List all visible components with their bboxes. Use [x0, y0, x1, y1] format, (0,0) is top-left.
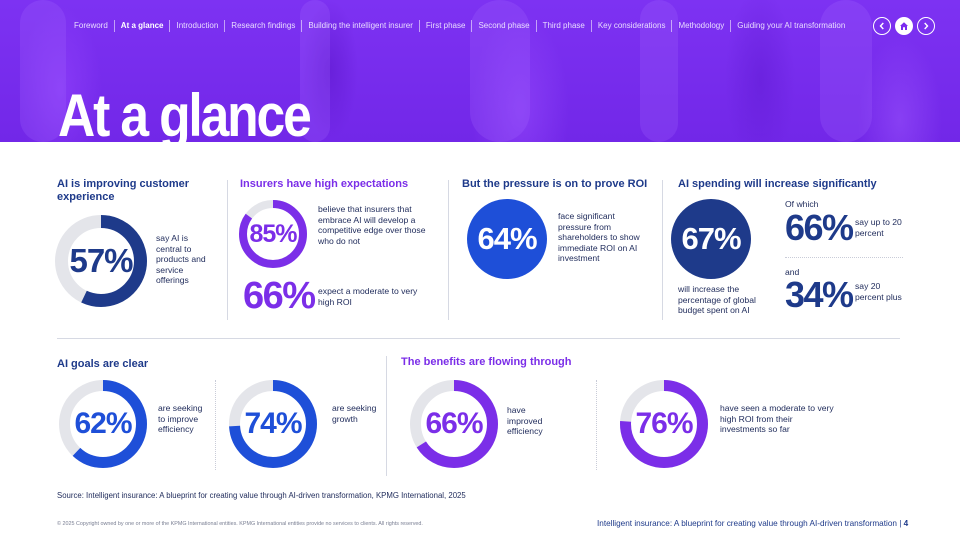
- column-divider: [448, 180, 449, 320]
- nav-foreword[interactable]: Foreword: [74, 21, 108, 30]
- home-button[interactable]: [895, 17, 913, 35]
- customer-experience-heading: AI is improving customer experience: [57, 178, 190, 203]
- nav-research-findings[interactable]: Research findings: [224, 20, 301, 32]
- hero-texture: [20, 0, 66, 142]
- nav-guiding-ai-transformation[interactable]: Guiding your AI transformation: [730, 20, 851, 32]
- nav-building-intelligent-insurer[interactable]: Building the intelligent insurer: [301, 20, 419, 32]
- benefits-text-76: have seen a moderate to very high ROI fr…: [720, 403, 834, 435]
- goals-growth-donut: 74%: [229, 380, 317, 468]
- nav-key-considerations[interactable]: Key considerations: [590, 20, 672, 32]
- spending-text-34: say 20 percent plus: [855, 281, 902, 302]
- footer: Intelligent insurance: A blueprint for c…: [597, 519, 908, 528]
- goals-text-62: are seeking to improve efficiency: [158, 403, 203, 435]
- benefits-percent-66: 66%: [425, 407, 483, 440]
- donut-arc: [55, 215, 147, 307]
- donut-arc: [229, 380, 317, 468]
- nav-at-a-glance[interactable]: At a glance: [113, 20, 170, 32]
- row-divider: [785, 257, 903, 258]
- donut-arc: [410, 380, 498, 468]
- column-divider: [662, 180, 663, 320]
- stat-disc: [671, 199, 751, 279]
- benefits-percent-76: 76%: [635, 407, 693, 440]
- roi-pressure-text: face significant pressure from sharehold…: [558, 211, 640, 264]
- spending-percent-66: 66%: [785, 207, 854, 248]
- roi-pressure-heading: But the pressure is on to prove ROI: [462, 178, 648, 190]
- top-navigation: Foreword At a glance Introduction Resear…: [68, 20, 851, 32]
- spending-percent-34: 34%: [785, 274, 854, 315]
- page-title: At a glance: [58, 82, 312, 142]
- column-divider: [215, 380, 216, 470]
- hero-texture: [470, 0, 530, 142]
- donut-arc: [620, 380, 708, 468]
- hero-banner: Foreword At a glance Introduction Resear…: [0, 0, 960, 142]
- next-page-button[interactable]: [917, 17, 935, 35]
- customer-experience-percent: 57%: [69, 242, 133, 279]
- stat-disc: [467, 199, 547, 279]
- donut-chart: [229, 380, 317, 468]
- column-divider: [596, 380, 597, 470]
- expectations-percent-66: 66%: [243, 275, 316, 317]
- expectations-donut: 85%: [238, 199, 308, 269]
- and-label: and: [785, 267, 800, 277]
- column-divider: [227, 180, 228, 320]
- donut-chart: [239, 200, 307, 268]
- donut-chart: [410, 380, 498, 468]
- ai-spending-disc: 67%: [671, 199, 751, 279]
- section-divider: [57, 338, 900, 339]
- benefits-roi-donut: 76%: [620, 380, 708, 468]
- goals-text-74: are seeking growth: [332, 403, 377, 424]
- expectations-percent-85: 85%: [249, 219, 297, 248]
- expectations-text-66: expect a moderate to very high ROI: [318, 286, 418, 307]
- hero-texture: [820, 0, 872, 142]
- footer-report-title: Intelligent insurance: A blueprint for c…: [597, 519, 897, 528]
- previous-page-button[interactable]: [873, 17, 891, 35]
- benefits-efficiency-donut: 66%: [410, 380, 498, 468]
- customer-experience-text: say AI is central to products and servic…: [156, 233, 206, 286]
- nav-first-phase[interactable]: First phase: [418, 20, 472, 32]
- roi-pressure-disc: 64%: [467, 199, 547, 279]
- chevron-right-icon: [924, 22, 929, 30]
- donut-chart: [55, 215, 147, 307]
- goals-efficiency-donut: 62%: [59, 380, 147, 468]
- ai-spending-percent: 67%: [681, 221, 741, 256]
- nav-second-phase[interactable]: Second phase: [471, 20, 535, 32]
- donut-arc: [239, 200, 307, 268]
- ai-spending-text: will increase the percentage of global b…: [678, 284, 756, 316]
- expectations-heading: Insurers have high expectations: [240, 178, 409, 190]
- donut-chart: [620, 380, 708, 468]
- page-number: 4: [903, 519, 909, 528]
- goals-percent-74: 74%: [244, 407, 302, 440]
- spending-text-66: say up to 20 percent: [855, 217, 902, 238]
- ai-spending-heading: AI spending will increase significantly: [678, 178, 877, 190]
- of-which-label: Of which: [785, 199, 819, 209]
- nav-buttons: [873, 17, 935, 35]
- column-divider: [386, 356, 387, 476]
- expectations-text-85: believe that insurers that embrace AI wi…: [318, 204, 426, 246]
- chevron-left-icon: [879, 22, 884, 30]
- nav-third-phase[interactable]: Third phase: [535, 20, 591, 32]
- ai-goals-heading: AI goals are clear: [57, 358, 149, 370]
- customer-experience-donut: 57%: [55, 215, 147, 307]
- donut-arc: [59, 380, 147, 468]
- footer-separator: |: [899, 519, 902, 528]
- benefits-heading: The benefits are flowing through: [401, 356, 572, 368]
- nav-methodology[interactable]: Methodology: [671, 20, 730, 32]
- source-note: Source: Intelligent insurance: A bluepri…: [57, 491, 466, 500]
- copyright-notice: © 2025 Copyright owned by one or more of…: [57, 521, 423, 527]
- roi-pressure-percent: 64%: [477, 221, 537, 256]
- nav-introduction[interactable]: Introduction: [169, 20, 224, 32]
- donut-chart: [59, 380, 147, 468]
- home-icon: [900, 22, 908, 30]
- hero-texture: [300, 0, 330, 142]
- benefits-text-66: have improved efficiency: [507, 405, 543, 437]
- goals-percent-62: 62%: [74, 407, 132, 440]
